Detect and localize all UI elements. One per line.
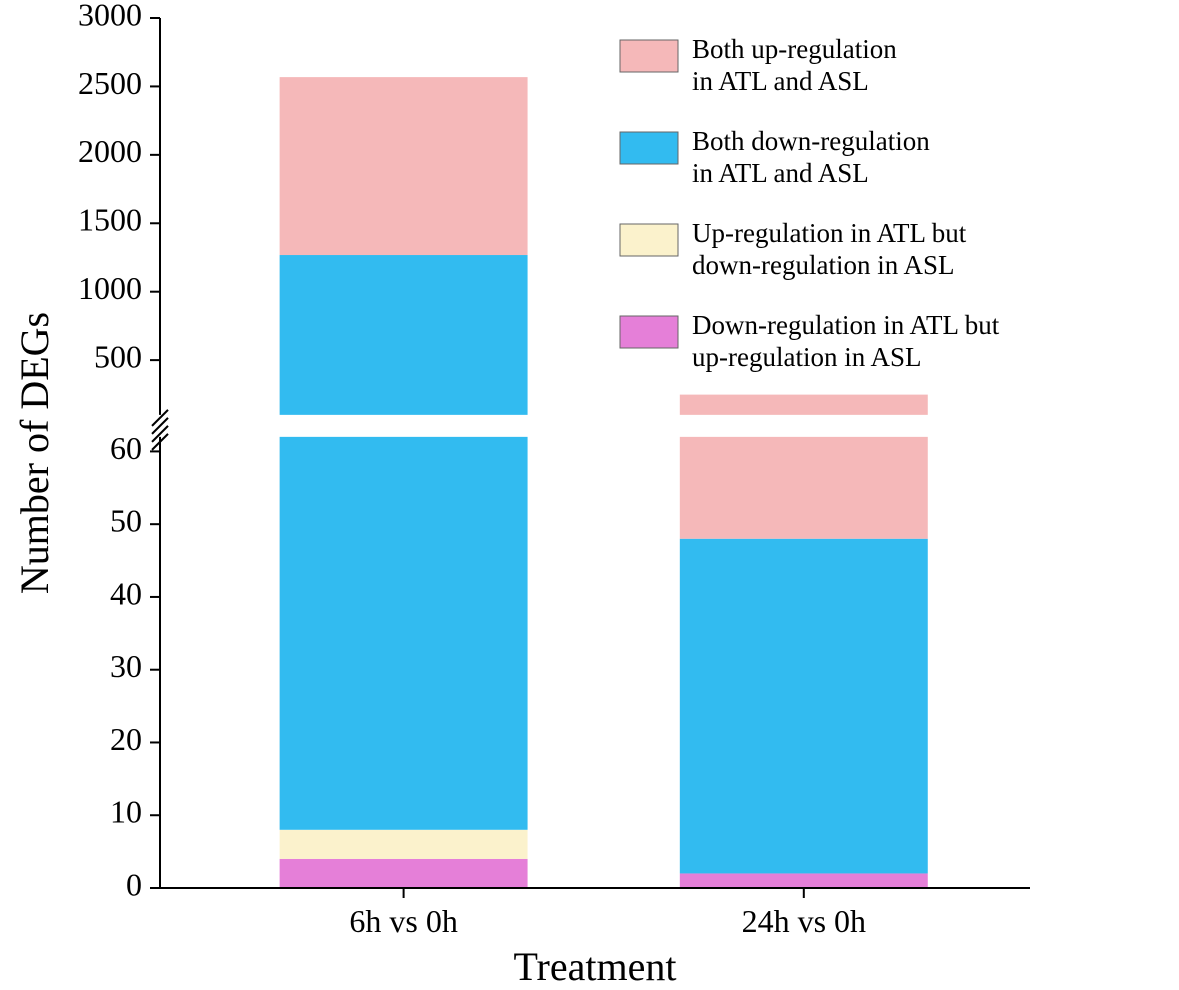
legend-swatch-both_down	[620, 132, 678, 164]
y-tick-label: 0	[126, 866, 142, 902]
y-tick-label: 1000	[78, 270, 142, 306]
x-tick-label: 6h vs 0h	[349, 903, 457, 939]
y-tick-label: 50	[110, 503, 142, 539]
legend-swatch-both_up	[620, 40, 678, 72]
bar-6hvs0h-down_up	[280, 859, 528, 888]
y-tick-label: 1500	[78, 202, 142, 238]
bar-6hvs0h-both_down	[280, 437, 528, 830]
y-tick-label: 40	[110, 575, 142, 611]
x-axis-title: Treatment	[514, 944, 677, 989]
legend-label: up-regulation in ASL	[692, 342, 921, 372]
legend-swatch-up_down	[620, 224, 678, 256]
bar-24hvs0h-both_up	[680, 395, 928, 415]
bar-24hvs0h-down_up	[680, 873, 928, 888]
y-tick-label: 500	[94, 338, 142, 374]
y-tick-label: 60	[110, 430, 142, 466]
legend-label: in ATL and ASL	[692, 66, 869, 96]
y-tick-label: 3000	[78, 0, 142, 32]
bar-6hvs0h-both_down	[280, 255, 528, 415]
y-tick-label: 2500	[78, 65, 142, 101]
legend-label: down-regulation in ASL	[692, 250, 954, 280]
y-tick-label: 2000	[78, 133, 142, 169]
y-tick-label: 10	[110, 794, 142, 830]
y-tick-label: 30	[110, 648, 142, 684]
legend-label: Up-regulation in ATL but	[692, 218, 967, 248]
chart-container: 0 10 20 30 40 50 60 500 1000 1500 2000 2500 3000 6h v…	[0, 0, 1179, 990]
legend-label: Both down-regulation	[692, 126, 930, 156]
legend-label: in ATL and ASL	[692, 158, 869, 188]
bar-24hvs0h-both_up	[680, 437, 928, 539]
legend-label: Both up-regulation	[692, 34, 897, 64]
bar-6hvs0h-both_up	[280, 77, 528, 255]
bar-chart-svg: 0 10 20 30 40 50 60 500 1000 1500 2000 2500 3000 6h v…	[0, 0, 1179, 990]
y-tick-label: 20	[110, 721, 142, 757]
legend-label: Down-regulation in ATL but	[692, 310, 1000, 340]
bar-6hvs0h-up_down	[280, 830, 528, 859]
bar-24hvs0h-both_down	[680, 539, 928, 874]
legend-swatch-down_up	[620, 316, 678, 348]
x-tick-label: 24h vs 0h	[742, 903, 866, 939]
y-axis-title: Number of DEGs	[12, 312, 57, 594]
